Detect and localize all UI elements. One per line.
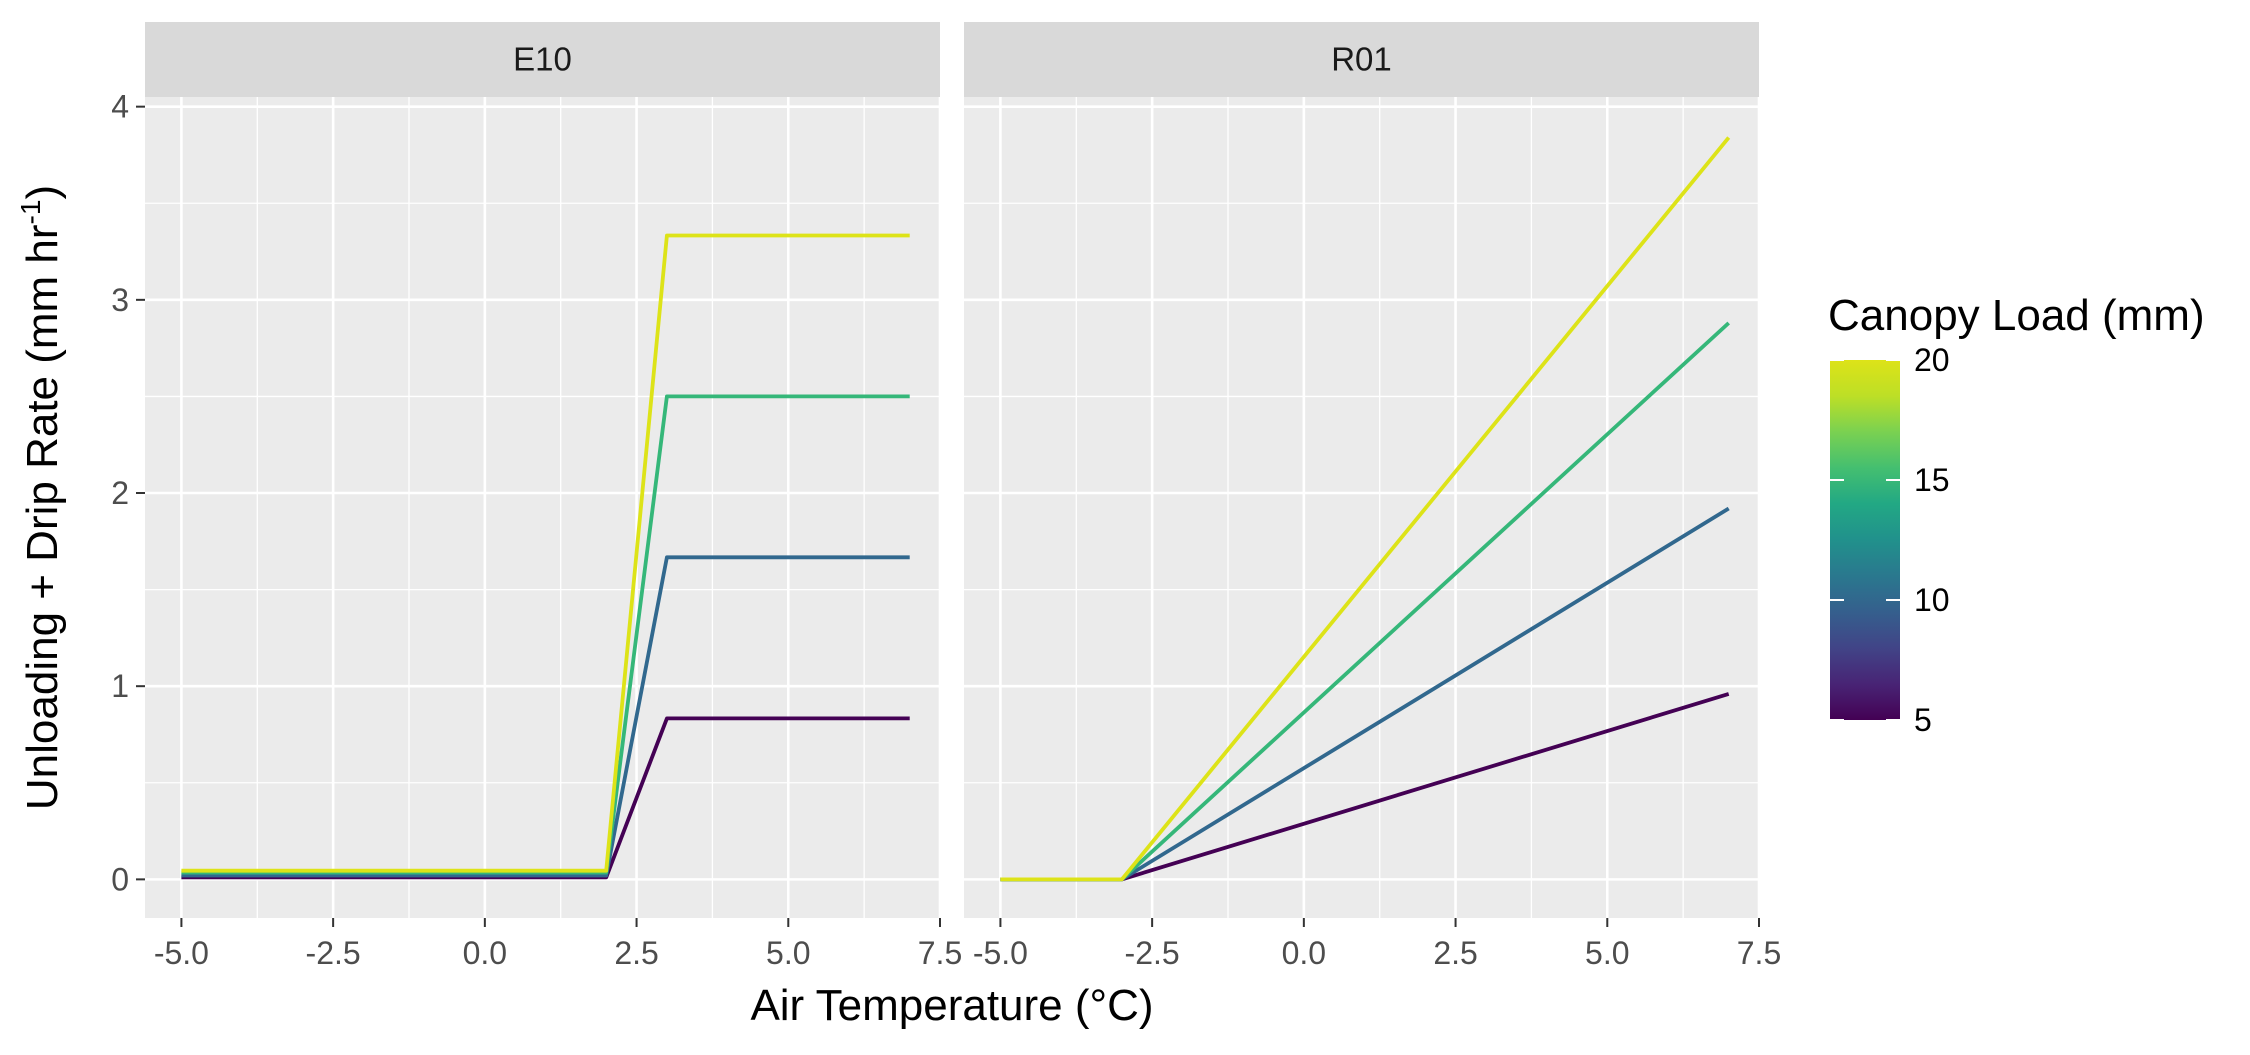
y-axis-title-superscript: -1 bbox=[15, 200, 46, 225]
facet-strip-r01 bbox=[964, 22, 1759, 97]
x-tick-label: 2.5 bbox=[614, 935, 658, 971]
y-tick-label: 4 bbox=[111, 89, 129, 125]
x-tick-label: 7.5 bbox=[1737, 935, 1781, 971]
colorbar-label: 15 bbox=[1914, 462, 1950, 498]
y-axis-title: Unloading + Drip Rate (mm hr-1) bbox=[15, 185, 67, 810]
x-tick-label: 5.0 bbox=[1585, 935, 1629, 971]
x-tick-label: 7.5 bbox=[918, 935, 962, 971]
y-tick-label: 1 bbox=[111, 668, 129, 704]
facet-label-e10: E10 bbox=[513, 41, 572, 78]
colorbar-label: 10 bbox=[1914, 582, 1950, 618]
facet-label-r01: R01 bbox=[1331, 41, 1392, 78]
series-line-e10-load-5 bbox=[181, 716, 910, 880]
x-tick-label: -2.5 bbox=[306, 935, 361, 971]
y-tick-label: 2 bbox=[111, 475, 129, 511]
x-tick-label: -5.0 bbox=[973, 935, 1028, 971]
panel-background-e10 bbox=[145, 97, 940, 918]
x-tick-label: -5.0 bbox=[154, 935, 209, 971]
x-tick-label: 5.0 bbox=[766, 935, 810, 971]
y-tick-label: 0 bbox=[111, 861, 129, 897]
x-tick-label: 2.5 bbox=[1433, 935, 1477, 971]
y-axis-title-suffix: ) bbox=[18, 185, 67, 200]
y-tick-label: 3 bbox=[111, 282, 129, 318]
panel-background-r01 bbox=[964, 97, 1759, 918]
y-axis-title-main: Unloading + Drip Rate (mm hr bbox=[18, 224, 67, 810]
x-axis-title: Air Temperature (°C) bbox=[750, 981, 1153, 1030]
x-tick-label: 0.0 bbox=[463, 935, 507, 971]
facet-strip-e10 bbox=[145, 22, 940, 97]
colorbar-label: 20 bbox=[1914, 342, 1950, 378]
x-tick-label: 0.0 bbox=[1282, 935, 1326, 971]
colorbar-label: 5 bbox=[1914, 702, 1932, 738]
series-line-e10-load-20 bbox=[181, 233, 910, 873]
x-tick-label: -2.5 bbox=[1125, 935, 1180, 971]
legend-title: Canopy Load (mm) bbox=[1828, 291, 2205, 340]
series-line-r01-load-20 bbox=[1000, 136, 1731, 882]
colorbar bbox=[1830, 360, 1900, 720]
series-line-e10-load-10 bbox=[181, 555, 910, 878]
